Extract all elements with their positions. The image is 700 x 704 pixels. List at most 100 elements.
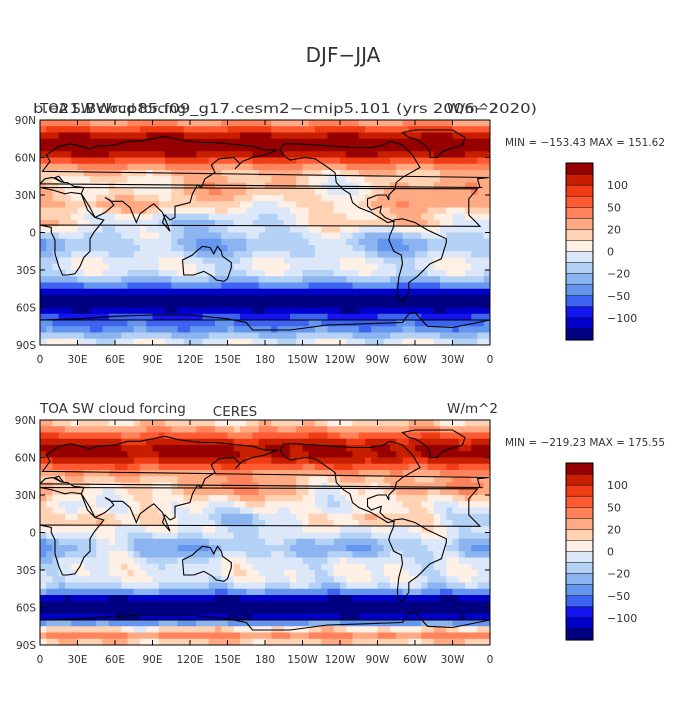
field-cell [346,420,353,427]
field-cell [240,489,247,496]
field-cell [96,301,103,308]
field-cell [246,270,253,277]
field-cell [390,133,397,140]
field-cell [134,226,141,233]
field-cell [246,464,253,471]
field-cell [65,164,72,171]
field-cell [134,595,141,602]
field-cell [315,551,322,558]
y-tick-label: 30N [15,190,36,202]
field-cell [165,426,172,433]
field-cell [90,195,97,202]
field-cell [46,139,53,146]
field-cell [115,258,122,265]
field-cell [346,308,353,315]
field-cell [446,189,453,196]
field-cell [315,133,322,140]
field-cell [134,526,141,533]
field-cell [453,245,460,252]
field-cell [121,595,128,602]
field-cell [221,589,228,596]
field-cell [134,501,141,508]
field-cell [146,426,153,433]
field-cell [459,608,466,615]
field-cell [46,583,53,590]
field-cell [84,558,91,565]
field-cell [253,133,260,140]
field-cell [440,283,447,290]
field-cell [365,245,372,252]
field-cell [184,533,191,540]
page-title: DJF−JJA [306,43,381,67]
field-cell [190,258,197,265]
field-cell [328,533,335,540]
field-cell [103,501,110,508]
field-cell [253,576,260,583]
field-cell [234,126,241,133]
field-cell [296,214,303,221]
field-cell [53,545,60,552]
field-cell [165,126,172,133]
field-cell [459,276,466,283]
field-cell [221,501,228,508]
field-cell [96,151,103,158]
field-cell [271,458,278,465]
field-cell [65,283,72,290]
field-cell [190,151,197,158]
field-cell [184,508,191,515]
field-cell [246,301,253,308]
field-cell [115,451,122,458]
field-cell [84,264,91,271]
field-cell [84,470,91,477]
field-cell [165,151,172,158]
field-cell [253,570,260,577]
field-cell [96,245,103,252]
field-cell [434,301,441,308]
field-cell [478,158,485,165]
field-cell [478,239,485,246]
field-cell [471,558,478,565]
field-cell [421,583,428,590]
field-cell [290,526,297,533]
field-cell [65,251,72,258]
field-cell [465,126,472,133]
field-cell [78,270,85,277]
field-cell [115,333,122,340]
field-cell [159,608,166,615]
field-cell [90,201,97,208]
field-cell [471,208,478,215]
field-cell [409,508,416,515]
field-cell [209,126,216,133]
field-cell [328,208,335,215]
field-cell [153,201,160,208]
field-cell [53,570,60,577]
field-cell [121,239,128,246]
field-cell [203,201,210,208]
field-cell [296,489,303,496]
field-cell [328,420,335,427]
field-cell [178,308,185,315]
field-cell [303,501,310,508]
field-cell [334,501,341,508]
field-cell [40,158,47,165]
field-cell [240,601,247,608]
field-cell [353,458,360,465]
field-cell [396,120,403,127]
field-cell [271,533,278,540]
field-cell [171,258,178,265]
field-cell [446,570,453,577]
field-cell [453,164,460,171]
field-cell [265,508,272,515]
field-cell [153,583,160,590]
field-cell [190,289,197,296]
field-cell [184,276,191,283]
field-cell [46,426,53,433]
field-cell [365,489,372,496]
field-cell [384,226,391,233]
field-cell [128,595,135,602]
field-cell [403,139,410,146]
field-cell [259,576,266,583]
field-cell [321,120,328,127]
field-cell [40,558,47,565]
field-cell [253,508,260,515]
